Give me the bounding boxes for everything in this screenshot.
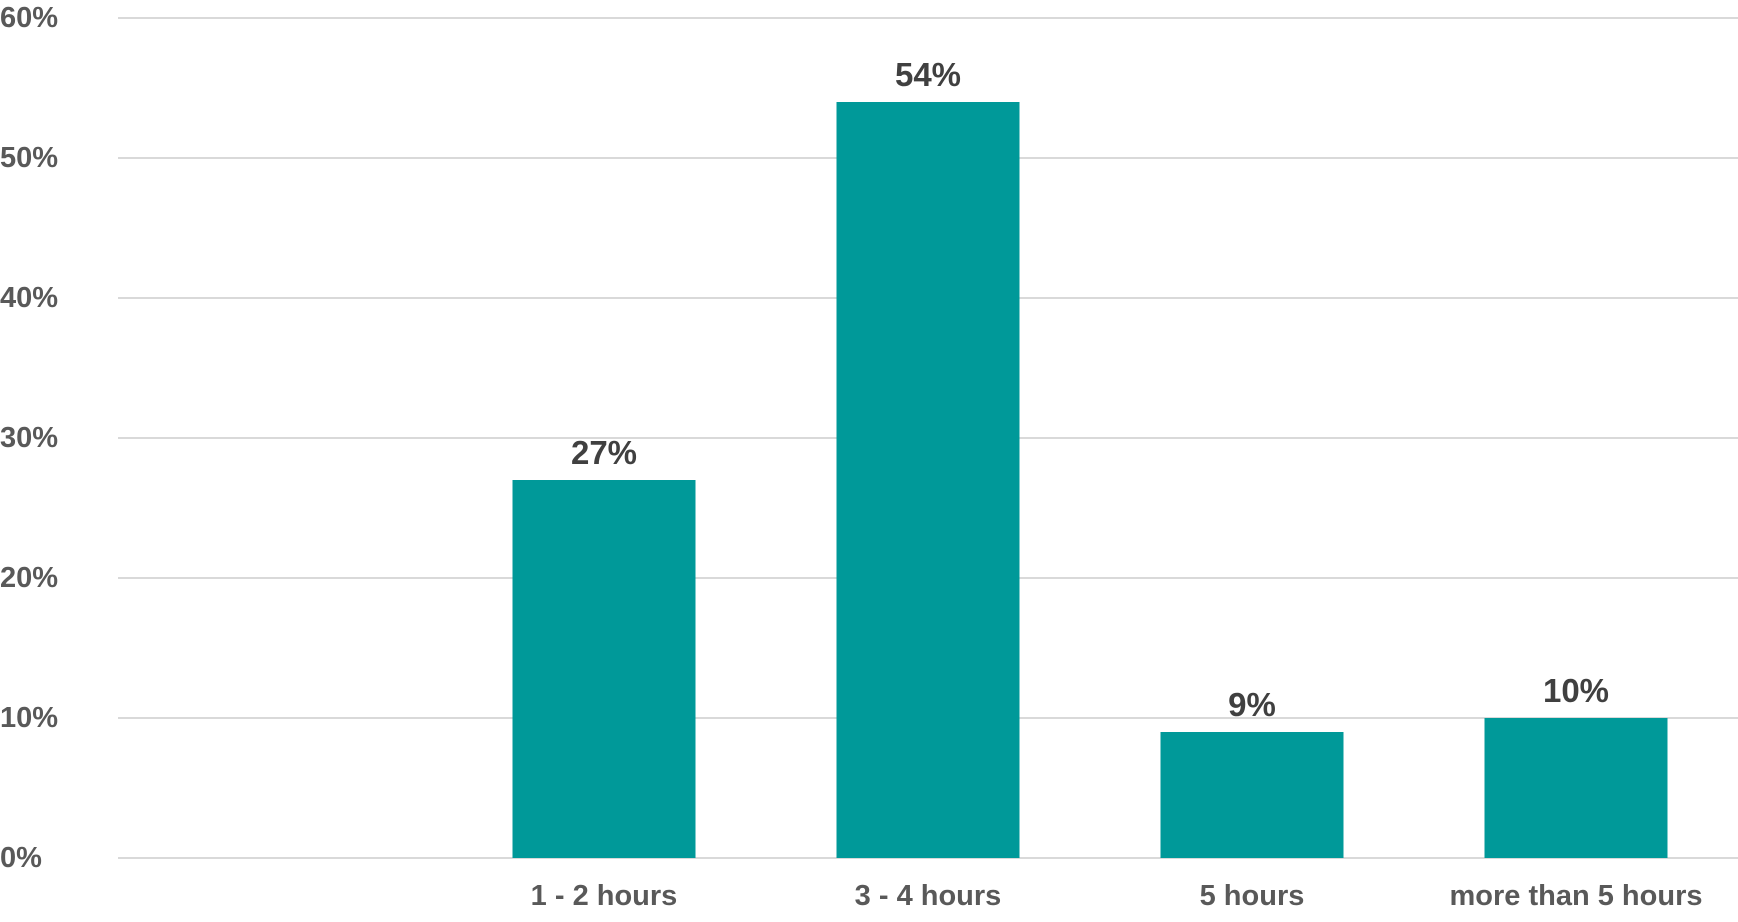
bar xyxy=(1160,732,1344,858)
bar-data-label: 54% xyxy=(895,56,961,93)
y-tick-label: 10% xyxy=(0,702,58,734)
bar-data-label: 10% xyxy=(1543,672,1609,709)
bar xyxy=(1484,718,1668,858)
y-tick-label: 40% xyxy=(0,282,58,314)
y-tick-label: 60% xyxy=(0,2,58,34)
y-tick-label: 30% xyxy=(0,422,58,454)
y-tick-label: 0% xyxy=(0,842,42,874)
bar xyxy=(512,480,696,858)
y-tick-label: 20% xyxy=(0,562,58,594)
y-tick-label: 50% xyxy=(0,142,58,174)
bar-data-label: 27% xyxy=(571,434,637,471)
x-tick-label: more than 5 hours xyxy=(1450,880,1703,912)
x-tick-label: 3 - 4 hours xyxy=(855,880,1002,912)
x-tick-label: 5 hours xyxy=(1200,880,1305,912)
bar xyxy=(836,102,1020,858)
x-tick-label: 1 - 2 hours xyxy=(531,880,678,912)
bar-data-label: 9% xyxy=(1228,686,1276,723)
